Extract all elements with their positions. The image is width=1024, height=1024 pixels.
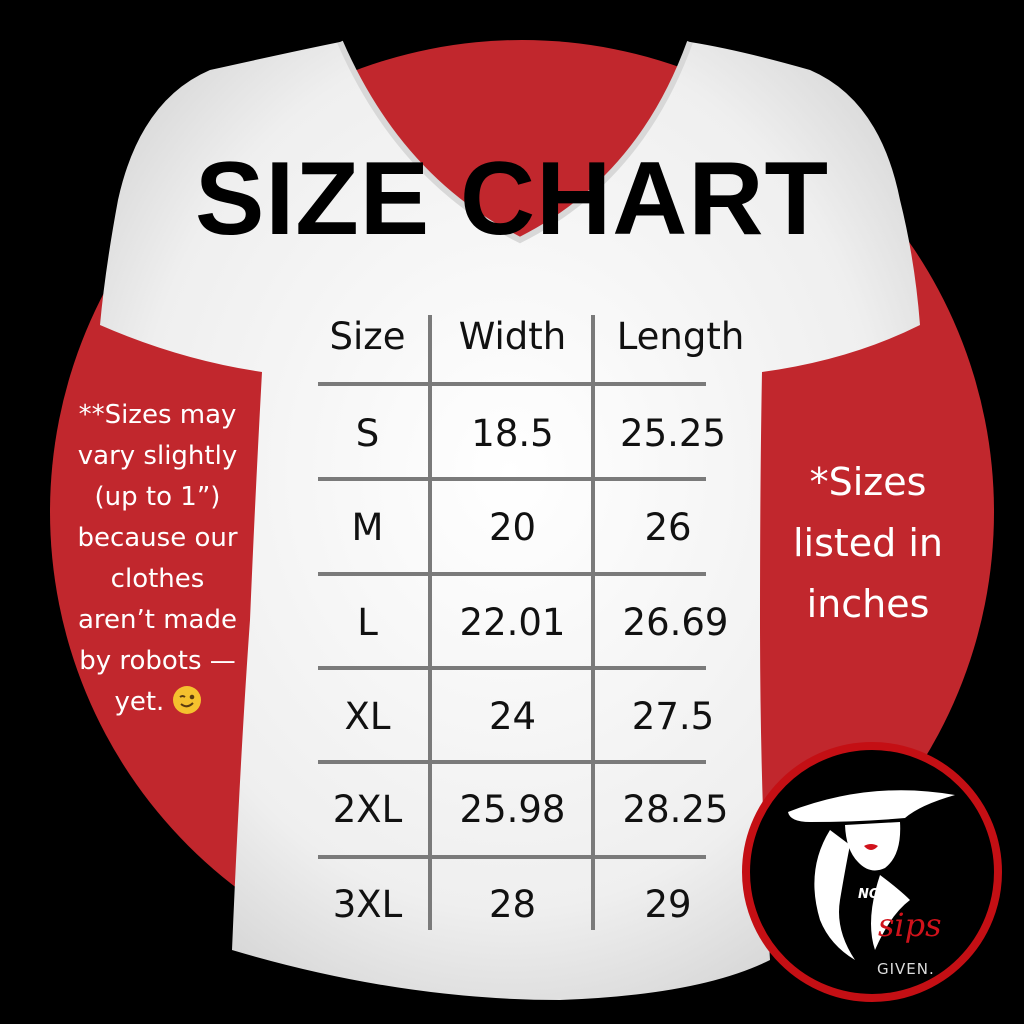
cell-size: S: [355, 412, 380, 455]
cell-size: XL: [344, 695, 391, 738]
note-line: because our: [77, 523, 238, 553]
header-size: Size: [329, 315, 406, 358]
note-line: (up to 1”): [94, 482, 221, 512]
collar: [337, 40, 693, 244]
svg-text:NO: NO: [858, 887, 880, 902]
tshirt-shape: [100, 42, 920, 1000]
svg-text:sips: sips: [878, 906, 942, 944]
cell-width: 18.5: [471, 412, 554, 455]
cell-length: 25.25: [620, 412, 726, 455]
variance-note: **Sizes may vary slightly (up to 1”) bec…: [45, 395, 270, 723]
note-line: vary slightly: [77, 441, 238, 471]
brand-logo: NO sips GIVEN.: [742, 742, 1002, 1002]
cell-width: 25.98: [459, 788, 566, 831]
svg-text:GIVEN.: GIVEN.: [877, 960, 935, 978]
cell-width: 24: [488, 695, 537, 738]
header-width: Width: [458, 315, 567, 358]
cell-size: 3XL: [332, 883, 403, 926]
note-line: listed in: [792, 521, 944, 565]
winking-face-icon: [172, 686, 201, 714]
cell-width: 20: [488, 506, 537, 549]
cell-width: 28: [488, 883, 537, 926]
table-grid: [318, 315, 706, 930]
note-line: **Sizes may: [78, 400, 237, 430]
cell-size: 2XL: [332, 788, 403, 831]
note-line: *Sizes: [809, 460, 927, 504]
cell-length: 28.25: [622, 788, 729, 831]
units-note: *Sizes listed in inches: [757, 452, 979, 635]
cell-length: 26.69: [622, 601, 729, 644]
cell-length: 29: [644, 883, 692, 926]
cell-length: 27.5: [631, 695, 715, 738]
cell-size: L: [357, 601, 378, 644]
cell-width: 22.01: [459, 601, 566, 644]
note-line-text: yet.: [114, 687, 165, 717]
cell-size: M: [351, 506, 384, 549]
header-length: Length: [616, 315, 745, 358]
cell-length: 26: [644, 506, 692, 549]
note-line: inches: [806, 582, 930, 626]
note-line: yet.: [45, 682, 270, 723]
woman-hat-logo-icon: NO sips GIVEN.: [788, 790, 955, 978]
note-line: by robots —: [79, 646, 236, 676]
page-title: SIZE CHART: [195, 141, 829, 257]
note-line: clothes: [110, 564, 205, 594]
note-line: aren’t made: [77, 605, 237, 635]
